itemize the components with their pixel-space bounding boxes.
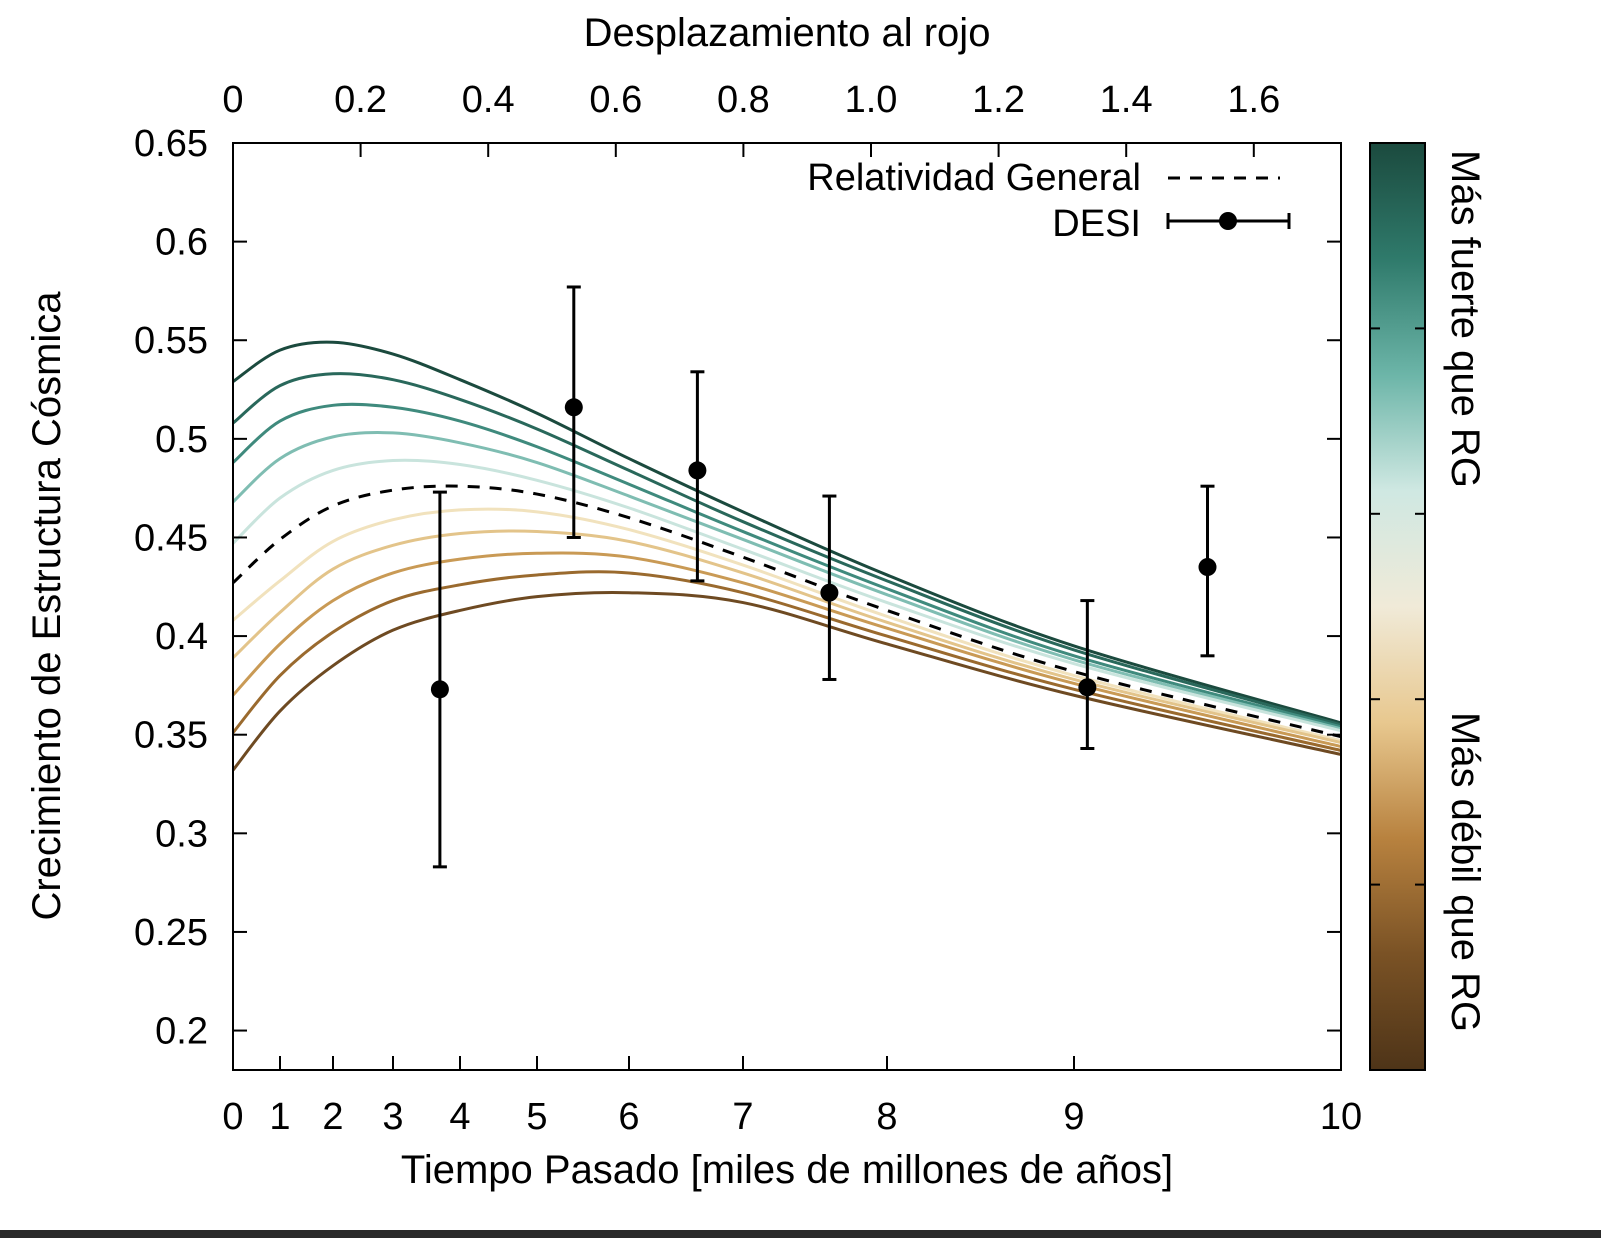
x-tick-label: 1 [269,1096,290,1138]
series-line-9 [231,570,1342,752]
x2-tick-label: 1.0 [845,79,898,121]
desi-point [1198,484,1217,658]
x2-tick-label: 1.4 [1100,79,1153,121]
series-line-5 [231,458,1342,733]
x-tick-label: 6 [618,1096,639,1138]
series-line-gr [231,484,1342,739]
points-layer [430,285,1217,869]
y-tick-label: 0.4 [155,616,208,658]
desi-point [820,494,839,681]
legend-label-gr: Relatividad General [807,157,1141,199]
window-bottom-edge [0,1230,1601,1238]
x2-axis-title: Desplazamiento al rojo [584,11,991,55]
x2-tick-label: 1.2 [972,79,1025,121]
series-line-6 [232,507,1342,743]
series-line-10 [231,590,1342,772]
ticks-layer: 0.20.250.30.350.40.450.50.550.60.650 1 2 3 4… [134,79,1362,1138]
x-tick-label: 0 [222,1096,243,1138]
legend-label-desi: DESI [1052,203,1141,245]
y-tick-label: 0.3 [155,813,208,855]
legend: Relatividad General DESI [807,157,1291,245]
y-tick-label: 0.5 [155,419,208,461]
x-tick-label: 2 [322,1096,343,1138]
x2-tick-label: 0.4 [462,79,515,121]
series-line-1 [232,340,1342,725]
series-line-8 [231,551,1342,748]
y-tick-label: 0.6 [155,222,208,264]
series-line-4 [231,431,1342,731]
series-layer [231,340,1342,772]
x2-tick-label: 0 [222,79,243,121]
x-tick-label: 8 [876,1096,897,1138]
colorbar-fill [1369,142,1426,1071]
series-line-2 [232,372,1342,727]
x-tick-label: 10 [1320,1096,1362,1138]
colorbar-ticks [1370,327,1425,886]
x2-tick-label: 0.8 [717,79,770,121]
x-tick-label: 4 [449,1096,470,1138]
x-tick-label: 7 [732,1096,753,1138]
series-line-7 [231,529,1342,745]
y-tick-label: 0.45 [134,517,208,559]
y-tick-label: 0.35 [134,715,208,757]
y-tick-label: 0.55 [134,320,208,362]
colorbar: Más fuerte que RG Más débil que RG [1369,142,1487,1071]
x-axis-title: Tiempo Pasado [miles de millones de años… [401,1148,1173,1192]
x2-tick-label: 0.6 [589,79,642,121]
plot-frame [232,142,1342,1071]
desi-point [564,285,583,539]
colorbar-label-bottom: Más débil que RG [1443,712,1487,1032]
y-tick-label: 0.65 [134,123,208,165]
y-tick-label: 0.2 [155,1011,208,1053]
desi-point [1078,599,1097,751]
x2-tick-label: 1.6 [1227,79,1280,121]
x-tick-label: 5 [526,1096,547,1138]
series-line-3 [231,402,1342,729]
desi-point [430,490,449,869]
x-tick-label: 3 [382,1096,403,1138]
y-tick-label: 0.25 [134,912,208,954]
x-tick-label: 9 [1063,1096,1084,1138]
desi-point [688,370,707,583]
x2-tick-label: 0.2 [334,79,387,121]
y-axis-title: Crecimiento de Estructura Cósmica [25,291,69,921]
legend-swatch-desi [1166,212,1291,230]
colorbar-label-top: Más fuerte que RG [1443,150,1487,488]
